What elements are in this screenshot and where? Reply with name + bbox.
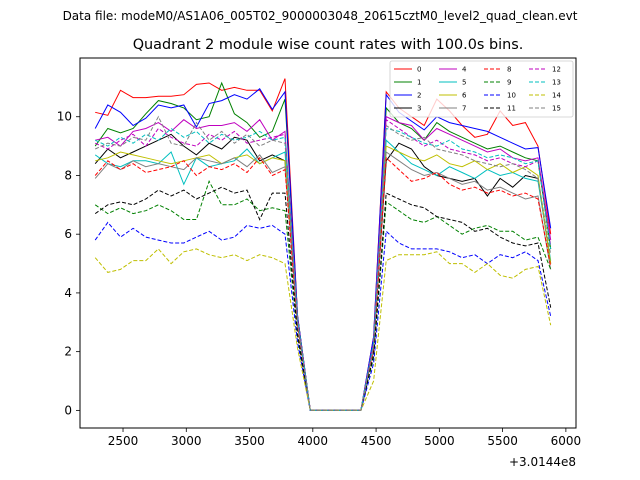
legend-label-8: 8 xyxy=(507,66,511,74)
x-offset-label: +3.0144e8 xyxy=(509,455,576,469)
x-tick-label: 4000 xyxy=(298,434,329,448)
legend-label-3: 3 xyxy=(417,105,421,113)
legend-label-11: 11 xyxy=(507,105,516,113)
legend-label-9: 9 xyxy=(507,79,511,87)
y-tick-label: 8 xyxy=(64,168,72,182)
legend-label-15: 15 xyxy=(552,105,561,113)
x-tick-label: 5500 xyxy=(487,434,518,448)
legend-frame xyxy=(389,60,574,118)
series-lines xyxy=(94,78,552,411)
legend-label-4: 4 xyxy=(462,66,467,74)
series-line-15 xyxy=(94,115,552,411)
axes-background xyxy=(80,58,576,428)
chart-title: Quadrant 2 module wise count rates with … xyxy=(133,37,524,53)
x-axis-ticks: 2500 3000 3500 4000 4500 5000 5500 6000 xyxy=(108,428,581,448)
legend-label-6: 6 xyxy=(462,92,467,100)
legend-label-10: 10 xyxy=(507,92,516,100)
legend-label-2: 2 xyxy=(417,92,421,100)
legend-label-7: 7 xyxy=(462,105,466,113)
y-tick-label: 6 xyxy=(64,227,72,241)
legend-label-5: 5 xyxy=(462,79,466,87)
x-tick-label: 5000 xyxy=(424,434,455,448)
plot-area: 2500 3000 3500 4000 4500 5000 5500 6000 0246810… xyxy=(57,57,581,469)
series-line-14 xyxy=(94,248,552,411)
legend-label-13: 13 xyxy=(552,79,561,87)
y-tick-label: 2 xyxy=(64,345,72,359)
series-line-8 xyxy=(94,156,552,411)
x-tick-label: 3000 xyxy=(171,434,202,448)
y-tick-label: 4 xyxy=(64,286,72,300)
axes-frame xyxy=(79,57,577,429)
y-axis-ticks: 0 2 4 6 8 10 xyxy=(57,110,80,417)
legend-label-14: 14 xyxy=(552,92,561,100)
legend-label-12: 12 xyxy=(552,66,561,74)
x-tick-label: 3500 xyxy=(234,434,265,448)
legend-label-0: 0 xyxy=(417,66,421,74)
x-tick-label: 2500 xyxy=(108,434,139,448)
x-tick-label: 4500 xyxy=(361,434,392,448)
y-tick-label: 0 xyxy=(64,403,72,417)
data-file-suptitle: Data file: modeM0/AS1A06_005T02_90000030… xyxy=(63,9,578,23)
y-tick-label: 10 xyxy=(57,110,72,124)
series-line-13 xyxy=(94,127,552,411)
x-tick-label: 6000 xyxy=(551,434,582,448)
legend-label-1: 1 xyxy=(417,79,421,87)
